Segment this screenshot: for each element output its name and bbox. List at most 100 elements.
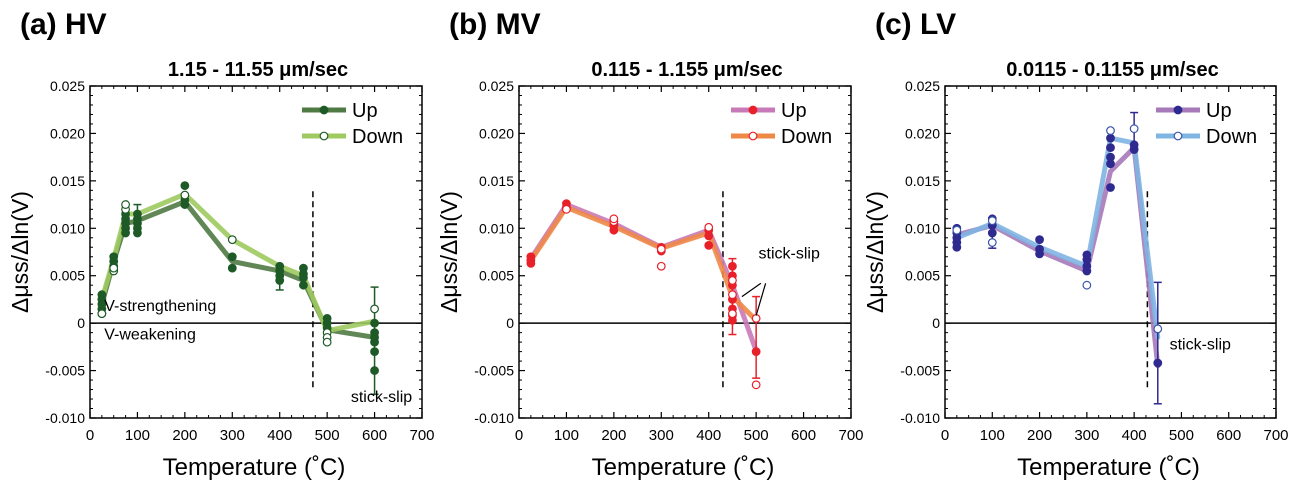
y-tick-label: 0.005 xyxy=(905,268,940,284)
x-tick-label: 100 xyxy=(980,427,1005,444)
data-point-filled xyxy=(275,261,285,271)
data-point-open xyxy=(227,235,237,245)
y-axis-label: Δμss/Δln(V) xyxy=(436,191,462,313)
chart-panel-1: (a) HV 1.15 - 11.55 μm/sec 0 100 200 300 400 50… xyxy=(7,8,435,481)
plot-frame xyxy=(944,85,1277,419)
x-axis-label: Temperature (˚C) xyxy=(163,454,346,481)
data-point-filled xyxy=(1082,250,1092,260)
annotation-label: stick-slip xyxy=(1170,337,1231,354)
y-axis-label: Δμss/Δln(V) xyxy=(862,191,888,313)
legend-marker xyxy=(748,105,758,115)
series-line-down xyxy=(954,135,1161,340)
series-line-up xyxy=(99,199,378,340)
y-tick-label: 0 xyxy=(506,315,514,331)
data-point-filled xyxy=(370,318,379,328)
data-point-open xyxy=(728,276,737,285)
data-point-filled xyxy=(1106,133,1115,143)
chart-title: 0.0115 - 0.1155 μm/sec xyxy=(1006,59,1218,81)
y-tick-label: -0.010 xyxy=(45,410,85,426)
x-tick-label: 300 xyxy=(649,427,674,444)
x-axis-label: Temperature (˚C) xyxy=(1017,454,1200,481)
y-tick-label: 0.025 xyxy=(905,78,940,94)
legend-marker xyxy=(748,131,758,141)
x-tick-label: 100 xyxy=(125,427,150,444)
data-point-open xyxy=(728,309,737,319)
y-tick-label: 0.025 xyxy=(479,78,514,94)
data-point-filled xyxy=(370,366,379,375)
data-point-filled xyxy=(97,290,107,300)
y-tick-label: -0.005 xyxy=(45,363,85,379)
x-tick-label: 0 xyxy=(86,427,94,444)
data-point-filled xyxy=(704,240,714,250)
y-axis-label: Δμss/Δln(V) xyxy=(7,191,33,313)
x-tick-label: 700 xyxy=(838,427,863,444)
stick-slip-pointer xyxy=(755,283,767,316)
x-tick-label: 600 xyxy=(1216,427,1241,444)
data-point-open xyxy=(751,314,761,323)
legend-label: Down xyxy=(1206,126,1257,148)
y-tick-label: -0.005 xyxy=(474,363,514,379)
series-line-down xyxy=(99,191,378,334)
annotation-label: V-weakening xyxy=(104,326,196,343)
chart-panel-2: (b) MV 0.115 - 1.155 μm/sec 0 100 200 300 400 5… xyxy=(436,8,864,481)
annotation-label: V-strengthening xyxy=(104,298,216,315)
x-tick-label: 700 xyxy=(409,427,434,444)
legend-label: Up xyxy=(352,100,378,122)
x-tick-label: 100 xyxy=(554,427,579,444)
legend-marker xyxy=(1173,131,1183,141)
data-point-open xyxy=(180,190,190,200)
legend-marker xyxy=(319,131,329,141)
x-tick-label: 300 xyxy=(220,427,245,444)
data-point-filled xyxy=(728,261,737,271)
data-point-open xyxy=(751,380,761,390)
data-point-open xyxy=(952,225,962,235)
chart-panel-3: (c) LV 0.0115 - 0.1155 μm/sec 0 100 200 300 40… xyxy=(862,8,1289,481)
data-point-open xyxy=(97,309,107,319)
y-tick-label: 0.020 xyxy=(50,125,85,141)
data-point-filled xyxy=(526,252,536,262)
y-tick-label: 0.010 xyxy=(905,220,940,236)
panel-label: (b) MV xyxy=(449,8,541,41)
x-tick-label: 400 xyxy=(267,427,292,444)
annotation-label: stick-slip xyxy=(759,246,820,263)
y-tick-label: 0.010 xyxy=(479,220,514,236)
panel-label: (a) HV xyxy=(20,8,107,41)
x-tick-label: 200 xyxy=(1027,427,1052,444)
data-point-open xyxy=(987,238,997,247)
panel-label: (c) LV xyxy=(875,8,956,41)
y-tick-label: 0.020 xyxy=(479,125,514,141)
stick-slip-pointer xyxy=(741,282,762,298)
data-point-filled xyxy=(987,228,997,238)
data-point-open xyxy=(109,263,119,273)
y-tick-label: 0.020 xyxy=(905,125,940,141)
legend-marker xyxy=(1173,105,1183,115)
y-tick-label: -0.010 xyxy=(474,410,514,426)
y-tick-label: -0.010 xyxy=(900,410,940,426)
x-tick-label: 600 xyxy=(362,427,387,444)
legend-label: Down xyxy=(781,126,832,148)
data-point-filled xyxy=(180,181,190,191)
data-point-filled xyxy=(1106,143,1115,153)
data-point-filled xyxy=(227,252,237,262)
data-point-open xyxy=(728,290,737,300)
data-point-filled xyxy=(1129,140,1139,150)
x-axis-label: Temperature (˚C) xyxy=(592,454,775,481)
data-point-filled xyxy=(1035,235,1044,245)
data-point-filled xyxy=(370,328,379,338)
y-tick-label: 0.015 xyxy=(50,173,85,189)
data-point-filled xyxy=(370,347,379,357)
data-point-open xyxy=(1153,324,1163,334)
data-point-open xyxy=(562,204,571,214)
data-point-open xyxy=(1129,124,1139,134)
x-tick-label: 400 xyxy=(1122,427,1147,444)
data-point-open xyxy=(121,200,130,209)
y-tick-label: -0.005 xyxy=(900,363,940,379)
x-tick-label: 300 xyxy=(1074,427,1099,444)
y-tick-label: 0.010 xyxy=(50,220,85,236)
y-tick-label: 0.015 xyxy=(479,173,514,189)
chart-title: 1.15 - 11.55 μm/sec xyxy=(168,59,348,81)
y-tick-label: 0.025 xyxy=(50,78,85,94)
y-tick-label: 0 xyxy=(77,315,85,331)
data-point-filled xyxy=(299,280,308,290)
